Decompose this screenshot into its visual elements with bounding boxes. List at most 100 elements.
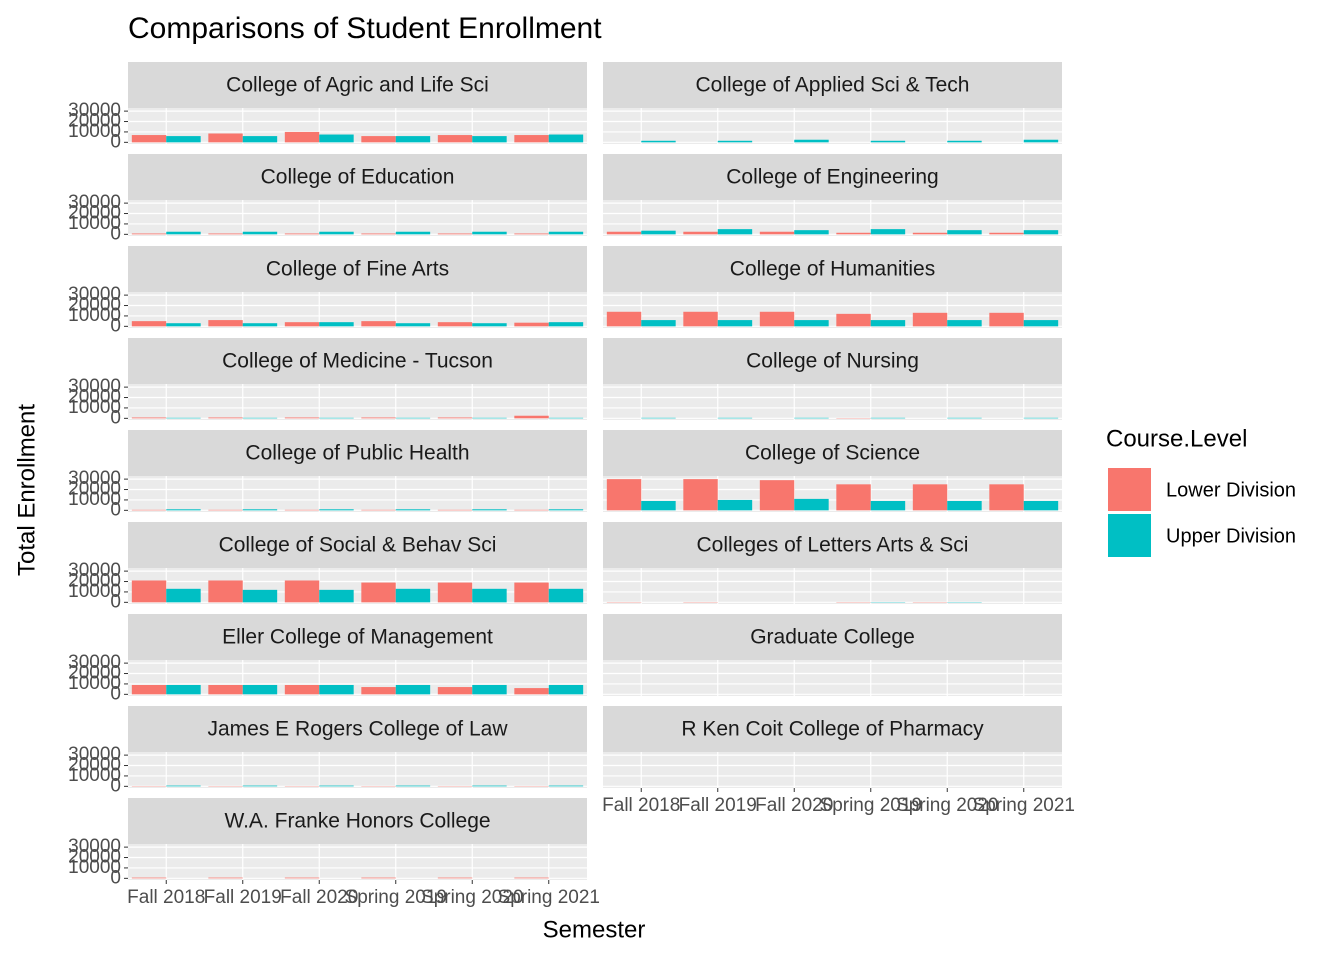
y-tick-label: 30000 [68, 744, 121, 765]
facet-title: College of Engineering [726, 166, 938, 189]
bar [243, 418, 277, 419]
bar [514, 323, 548, 327]
bar [438, 687, 472, 694]
y-tick-label: 30000 [68, 652, 121, 673]
facet-title: Colleges of Letters Arts & Sci [697, 534, 969, 557]
panel [128, 844, 587, 880]
bar [514, 583, 548, 603]
y-tick-label: 30000 [68, 468, 121, 489]
bar [319, 135, 353, 143]
bar [319, 418, 353, 419]
bar [871, 418, 905, 419]
bar [438, 322, 472, 326]
bar [514, 688, 548, 694]
legend-label: Upper Division [1166, 525, 1296, 547]
y-axis-title: Total Enrollment [13, 404, 40, 576]
panel [603, 660, 1062, 696]
bar [285, 878, 319, 879]
bar [208, 234, 242, 235]
bar [947, 418, 981, 419]
bar [913, 233, 947, 235]
bar [396, 509, 430, 510]
y-tick-label: 30000 [68, 192, 121, 213]
bar [794, 499, 828, 510]
facet-title: Graduate College [750, 626, 915, 649]
x-tick-label: Fall 2019 [204, 887, 282, 908]
panel [128, 292, 587, 328]
bar [718, 229, 752, 234]
bar [285, 510, 319, 511]
bar [549, 589, 583, 603]
bar [438, 510, 472, 511]
bar [641, 320, 675, 326]
bar [549, 232, 583, 235]
facet-title: R Ken Coit College of Pharmacy [681, 718, 984, 741]
bar [549, 685, 583, 694]
bar [166, 509, 200, 510]
bar [285, 580, 319, 602]
bar [285, 418, 319, 419]
bar [836, 314, 870, 326]
panel [603, 752, 1062, 788]
bar [913, 313, 947, 327]
x-tick-label: Fall 2018 [127, 887, 205, 908]
bar [208, 133, 242, 142]
facet-title: James E Rogers College of Law [208, 718, 509, 741]
facet-title: College of Medicine - Tucson [222, 350, 493, 373]
bar [208, 580, 242, 602]
bar [760, 480, 794, 510]
bar [871, 141, 905, 143]
bar [438, 418, 472, 419]
bar [285, 234, 319, 235]
bar [396, 786, 430, 787]
bar [319, 232, 353, 235]
bar [361, 687, 395, 694]
bar [472, 418, 506, 419]
facet-title: College of Public Health [245, 442, 469, 465]
bar [683, 479, 717, 510]
bar [472, 685, 506, 694]
bar [472, 232, 506, 235]
bar [514, 510, 548, 511]
legend-key [1108, 514, 1151, 557]
bar [396, 232, 430, 235]
bar [472, 509, 506, 510]
bar [361, 418, 395, 419]
bar [166, 786, 200, 787]
bar [396, 323, 430, 326]
bar [319, 590, 353, 602]
bar [243, 232, 277, 235]
bar [718, 500, 752, 510]
bar [361, 321, 395, 326]
bar [438, 878, 472, 879]
bar [641, 501, 675, 510]
bar [1024, 230, 1058, 234]
bar [132, 135, 166, 142]
bar [361, 583, 395, 603]
chart-title: Comparisons of Student Enrollment [128, 12, 602, 45]
bar [836, 233, 870, 235]
bar [607, 312, 641, 327]
bar [683, 232, 717, 235]
bar [132, 580, 166, 602]
bar [1024, 320, 1058, 326]
bar [132, 321, 166, 326]
y-tick-label: 30000 [68, 560, 121, 581]
y-tick-label: 30000 [68, 100, 121, 121]
facet-title: W.A. Franke Honors College [224, 810, 490, 833]
bar [641, 231, 675, 235]
facet-title: College of Agric and Life Sci [226, 74, 489, 97]
bar [1024, 501, 1058, 510]
bar [794, 140, 828, 143]
bar [871, 320, 905, 326]
x-tick-label: Fall 2019 [679, 795, 757, 816]
bar [396, 685, 430, 694]
bar [989, 313, 1023, 327]
bar [132, 234, 166, 235]
legend-key [1108, 468, 1151, 511]
legend-title: Course.Level [1106, 425, 1247, 452]
facet-title: College of Nursing [746, 350, 919, 373]
bar [549, 135, 583, 143]
bar [208, 418, 242, 419]
x-tick-label: Fall 2018 [602, 795, 680, 816]
